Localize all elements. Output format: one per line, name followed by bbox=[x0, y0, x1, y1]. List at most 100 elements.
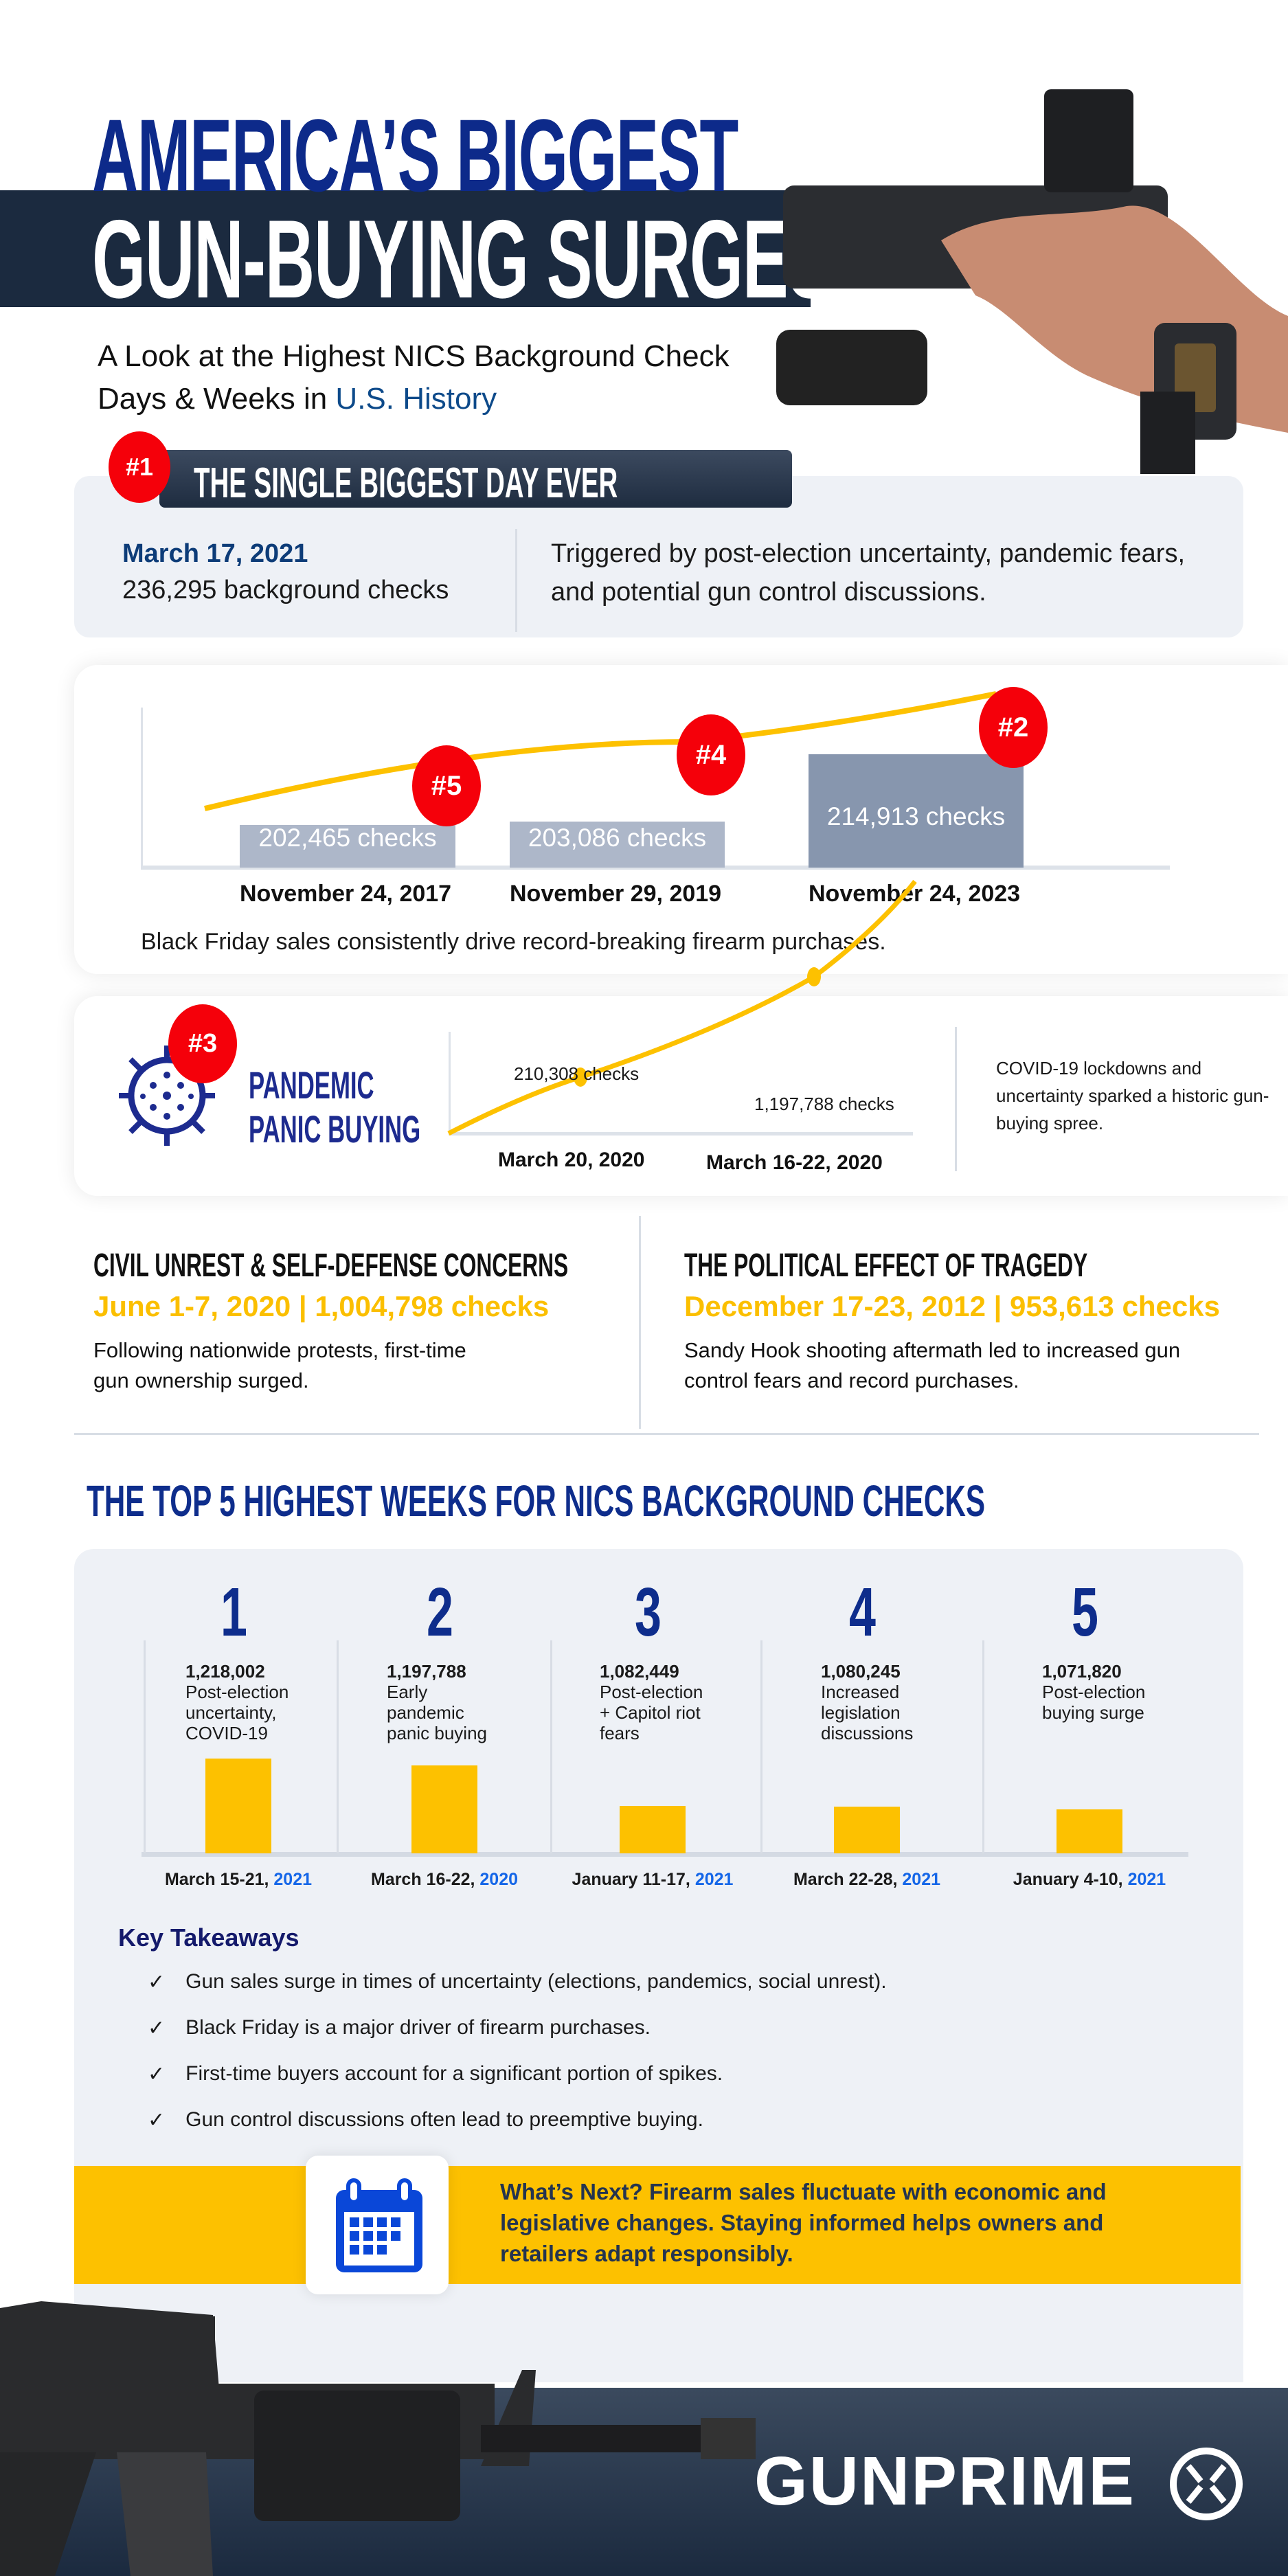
point2-label: 1,197,788 checks bbox=[754, 1094, 894, 1114]
bar-label: 214,913 checks bbox=[826, 802, 1006, 831]
week-value: 1,071,820 bbox=[1042, 1661, 1122, 1682]
week-bar bbox=[1057, 1809, 1122, 1853]
rank-badge: #3 bbox=[168, 1004, 237, 1083]
check-icon: ✓ bbox=[148, 2063, 166, 2086]
check-icon: ✓ bbox=[148, 1971, 166, 1993]
column-divider bbox=[144, 1640, 146, 1853]
week-value: 1,218,002 bbox=[185, 1661, 265, 1682]
trend-line bbox=[204, 691, 997, 811]
whats-next-text: What’s Next? Firearm sales fluctuate wit… bbox=[500, 2179, 1107, 2266]
divider bbox=[515, 529, 517, 632]
bar: 214,913 checks bbox=[809, 754, 1024, 868]
rank-number: 2 bbox=[427, 1574, 453, 1651]
week-value: 1,080,245 bbox=[821, 1661, 901, 1682]
week-reason: Increased legislation discussions bbox=[821, 1682, 914, 1743]
crosshair-logo-icon bbox=[1170, 2448, 1243, 2520]
check-icon: ✓ bbox=[148, 2017, 166, 2040]
week-bar bbox=[205, 1759, 271, 1853]
bar-label: 202,465 checks bbox=[258, 823, 437, 852]
takeaway-item: ✓ First-time buyers account for a signifi… bbox=[148, 2062, 723, 2086]
point1-date: March 20, 2020 bbox=[498, 1149, 645, 1171]
week-dates: January 4-10, 2021 bbox=[1013, 1870, 1166, 1889]
rank-number: 5 bbox=[1072, 1574, 1098, 1651]
takeaway-text: Gun sales surge in times of uncertainty … bbox=[185, 1970, 887, 1993]
week-bar bbox=[834, 1806, 900, 1853]
biggest-day-heading: THE SINGLE BIGGEST DAY EVER bbox=[194, 460, 618, 507]
week-info: 1,071,820 Post-election buying surge bbox=[1042, 1661, 1159, 1723]
rank-number: 4 bbox=[849, 1574, 876, 1651]
week-info: 1,218,002 Post-election uncertainty, COVI… bbox=[185, 1661, 302, 1743]
civil-unrest-section: CIVIL UNREST & SELF-DEFENSE CONCERNS Jun… bbox=[93, 1247, 569, 1392]
column-divider bbox=[982, 1640, 984, 1853]
page-title-line2: GUN-BUYING SURGES bbox=[92, 197, 834, 321]
gunprime-logo: GUNPRIME bbox=[754, 2443, 1136, 2520]
pandemic-title: PANDEMIC PANIC BUYING bbox=[249, 1063, 421, 1151]
column-divider bbox=[760, 1640, 762, 1853]
data-point bbox=[807, 967, 821, 986]
takeaway-text: Black Friday is a major driver of firear… bbox=[185, 2016, 651, 2039]
week-dates: March 22-28, 2021 bbox=[793, 1870, 941, 1889]
week-info: 1,197,788 Early pandemic panic buying bbox=[387, 1661, 504, 1743]
rank-number: 1 bbox=[221, 1574, 247, 1651]
title-band bbox=[0, 190, 811, 307]
takeaway-text: First-time buyers account for a signific… bbox=[185, 2062, 723, 2085]
black-friday-card bbox=[74, 665, 1288, 974]
week-dates: March 15-21, 2021 bbox=[164, 1870, 313, 1889]
page-title-line1: AMERICA’S BIGGEST bbox=[92, 98, 738, 213]
week-dates: March 16-22, 2020 bbox=[370, 1870, 519, 1889]
chart-x-axis bbox=[449, 1132, 913, 1136]
week-value: 1,082,449 bbox=[600, 1661, 679, 1682]
divider bbox=[955, 1027, 957, 1171]
takeaway-text: Gun control discussions often lead to pr… bbox=[185, 2108, 703, 2131]
calendar-icon bbox=[336, 2178, 422, 2272]
week-reason: Post-election + Capitol riot fears bbox=[600, 1682, 703, 1743]
takeaway-item: ✓ Black Friday is a major driver of firea… bbox=[148, 2016, 651, 2040]
point2-date: March 16-22, 2020 bbox=[706, 1151, 883, 1174]
trend-line-path bbox=[204, 691, 997, 811]
pistol-hand-image bbox=[776, 89, 1288, 474]
week-bar bbox=[620, 1805, 686, 1853]
biggest-day-date: March 17, 2021 bbox=[122, 539, 308, 568]
bar-date: November 29, 2019 bbox=[510, 881, 722, 907]
divider bbox=[639, 1216, 641, 1429]
bar: 203,086 checks bbox=[510, 822, 725, 868]
divider bbox=[74, 1433, 1259, 1435]
rank-badge: #2 bbox=[979, 687, 1048, 768]
bar-date: November 24, 2017 bbox=[240, 881, 452, 907]
tragedy-section: THE POLITICAL EFFECT OF TRAGEDY December… bbox=[684, 1247, 1220, 1392]
biggest-day-checks: 236,295 background checks bbox=[122, 576, 449, 605]
week-bar bbox=[411, 1765, 477, 1853]
week-value: 1,197,788 bbox=[387, 1661, 466, 1682]
column-divider bbox=[550, 1640, 552, 1853]
pandemic-description: COVID-19 lockdowns and uncertainty spark… bbox=[996, 1058, 1269, 1133]
rifle-image bbox=[0, 2301, 756, 2576]
rank-badge: #4 bbox=[677, 714, 745, 795]
week-reason: Post-election buying surge bbox=[1042, 1682, 1146, 1723]
chart-y-axis bbox=[141, 708, 143, 868]
week-reason: Post-election uncertainty, COVID-19 bbox=[185, 1682, 289, 1743]
bar: 202,465 checks bbox=[240, 823, 455, 868]
week-reason: Early pandemic panic buying bbox=[387, 1682, 487, 1743]
biggest-day-description: Triggered by post-election uncertainty, … bbox=[551, 539, 1186, 607]
week-info: 1,080,245 Increased legislation discussio… bbox=[821, 1661, 938, 1743]
pandemic-curve bbox=[447, 879, 917, 1136]
section-header-bar bbox=[159, 450, 792, 508]
whats-next-banner bbox=[74, 2166, 1241, 2284]
week-dates: January 11-17, 2021 bbox=[572, 1870, 734, 1889]
takeaway-item: ✓ Gun sales surge in times of uncertainty… bbox=[148, 1970, 887, 1994]
chart-x-axis bbox=[142, 1852, 1188, 1857]
takeaways-heading: Key Takeaways bbox=[118, 1923, 300, 1952]
calendar-icon-box bbox=[306, 2156, 449, 2294]
chart-y-axis bbox=[449, 1032, 451, 1135]
column-divider bbox=[337, 1640, 339, 1853]
week-info: 1,082,449 Post-election + Capitol riot fe… bbox=[600, 1661, 716, 1743]
takeaway-item: ✓ Gun control discussions often lead to p… bbox=[148, 2108, 703, 2132]
top5-heading: THE TOP 5 HIGHEST WEEKS FOR NICS BACKGRO… bbox=[87, 1476, 985, 1526]
rank-badge: #5 bbox=[412, 745, 481, 826]
rank-number: 3 bbox=[635, 1574, 662, 1651]
data-point bbox=[574, 1067, 587, 1087]
subtitle: A Look at the Highest NICS Background Ch… bbox=[98, 339, 730, 416]
pandemic-card bbox=[74, 996, 1288, 1196]
check-icon: ✓ bbox=[148, 2109, 166, 2132]
black-friday-caption: Black Friday sales consistently drive re… bbox=[141, 929, 886, 955]
